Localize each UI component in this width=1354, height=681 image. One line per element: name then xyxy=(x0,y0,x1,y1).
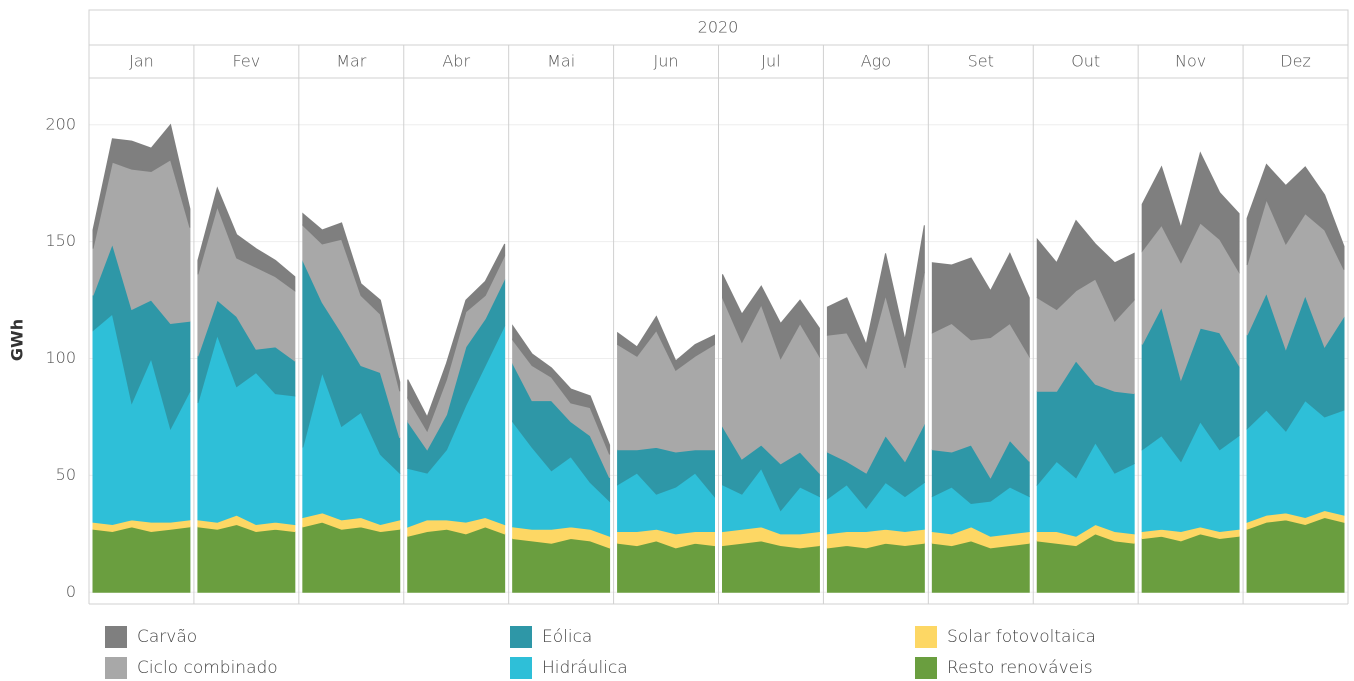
area xyxy=(826,542,925,593)
area xyxy=(92,123,191,249)
area xyxy=(1036,219,1135,323)
area xyxy=(197,523,296,593)
area xyxy=(407,243,506,433)
y-tick-label: 0 xyxy=(66,582,76,601)
area xyxy=(302,212,401,392)
area xyxy=(826,225,925,370)
legend-swatch xyxy=(105,657,127,679)
area xyxy=(722,274,820,360)
legend-swatch xyxy=(105,626,127,648)
legend-label: Resto renováveis xyxy=(947,658,1093,678)
y-axis-label: GWh xyxy=(8,319,27,361)
area xyxy=(1141,533,1240,593)
month-label: Dez xyxy=(1280,52,1311,71)
month-label: Nov xyxy=(1175,52,1206,71)
area xyxy=(931,540,1030,593)
y-tick-label: 50 xyxy=(56,465,76,484)
area xyxy=(92,526,191,593)
month-label: Abr xyxy=(442,52,470,71)
legend-swatch xyxy=(915,657,937,679)
legend-swatch xyxy=(510,657,532,679)
legend-label: Hidráulica xyxy=(542,658,628,678)
y-tick-label: 150 xyxy=(45,231,76,250)
area xyxy=(617,540,715,593)
area xyxy=(197,186,296,292)
legend-swatch xyxy=(915,626,937,648)
month-label: Fev xyxy=(233,52,261,71)
area xyxy=(1246,399,1345,523)
area xyxy=(722,540,820,593)
month-label: Mai xyxy=(547,52,575,71)
legend-label: Solar fotovoltaica xyxy=(947,627,1096,647)
legend-swatch xyxy=(510,626,532,648)
month-label: Out xyxy=(1071,52,1100,71)
month-label: Mar xyxy=(336,52,367,71)
month-label: Jun xyxy=(654,52,679,71)
area xyxy=(512,537,611,593)
area xyxy=(512,324,611,455)
area xyxy=(1246,516,1345,593)
month-label: Ago xyxy=(861,52,891,71)
month-label: Jul xyxy=(761,52,780,71)
header: 2020 xyxy=(698,18,739,37)
area xyxy=(1141,151,1240,274)
legend-label: Ciclo combinado xyxy=(137,658,278,678)
area xyxy=(931,252,1030,359)
y-tick-label: 100 xyxy=(45,348,76,367)
area xyxy=(617,315,715,371)
month-label: Jan xyxy=(129,52,154,71)
area xyxy=(302,521,401,593)
month-label: Set xyxy=(968,52,994,71)
y-tick-label: 200 xyxy=(45,114,76,133)
legend-label: Carvão xyxy=(137,627,197,647)
legend-label: Eólica xyxy=(542,627,592,647)
area xyxy=(1246,163,1345,270)
area xyxy=(407,526,506,593)
